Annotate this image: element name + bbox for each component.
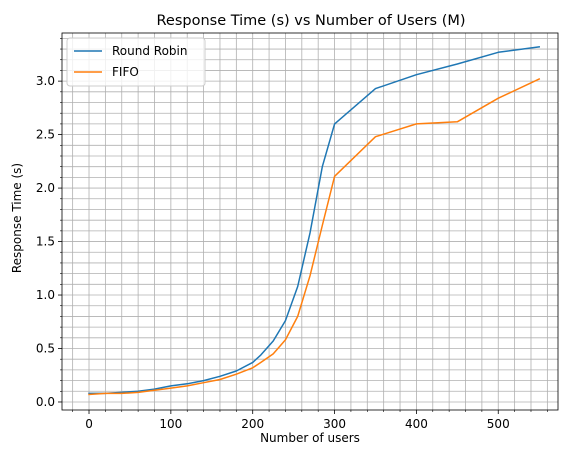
- x-tick-label: 300: [323, 417, 346, 431]
- y-tick-label: 1.5: [36, 235, 55, 249]
- y-tick-label: 1.0: [36, 288, 55, 302]
- legend-label-round-robin: Round Robin: [112, 44, 187, 58]
- grid: [62, 33, 558, 410]
- x-tick-label: 200: [241, 417, 264, 431]
- y-tick-label: 0.0: [36, 395, 55, 409]
- legend-label-fifo: FIFO: [112, 65, 139, 79]
- chart-title: Response Time (s) vs Number of Users (M): [156, 13, 465, 29]
- y-tick-label: 2.5: [36, 128, 55, 142]
- y-axis-title: Response Time (s): [10, 163, 24, 273]
- series-line-round-robin: [88, 46, 541, 395]
- plot-frame: [61, 32, 559, 411]
- legend: Round Robin FIFO: [66, 37, 206, 87]
- y-tick-label: 0.5: [36, 342, 55, 356]
- legend-box: [66, 37, 206, 87]
- x-tick-label: 400: [405, 417, 428, 431]
- x-tick-label: 100: [159, 417, 182, 431]
- series-lines: [88, 46, 541, 396]
- x-tick-label: 0: [85, 417, 93, 431]
- y-tick-label: 3.0: [36, 74, 55, 88]
- series-line-fifo: [88, 78, 541, 396]
- x-tick-label: 500: [487, 417, 510, 431]
- y-tick-label: 2.0: [36, 181, 55, 195]
- x-axis-title: Number of users: [260, 431, 360, 445]
- axis-ticks: 0 100 200 300 400 500 0.0 0.5 1.0 1.5 2.0 2.5 3.0: [36, 38, 548, 431]
